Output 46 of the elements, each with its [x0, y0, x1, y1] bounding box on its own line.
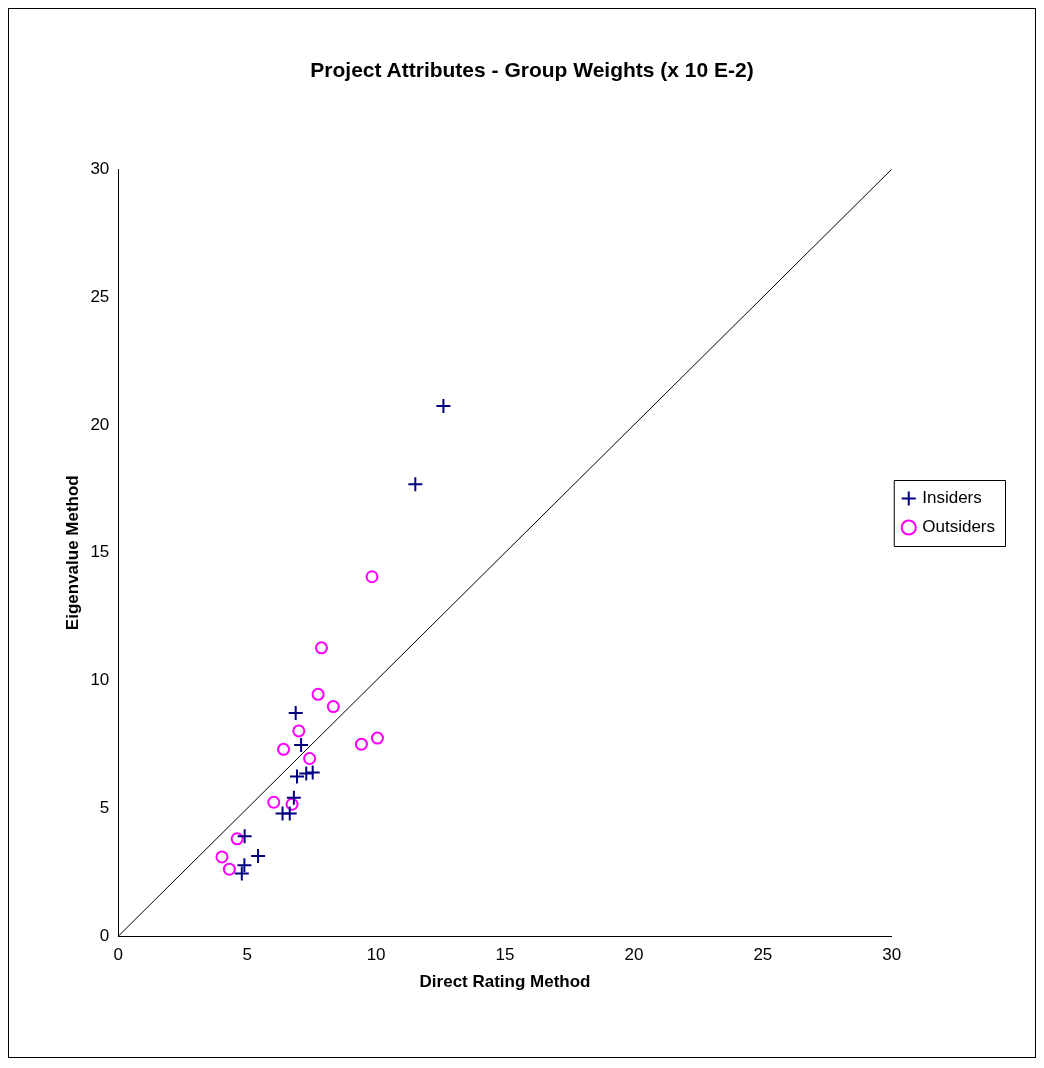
point [292, 724, 306, 738]
point [233, 865, 250, 882]
point [435, 397, 452, 414]
point [304, 764, 321, 781]
y-tick-label: 0 [99, 925, 110, 945]
point [407, 476, 424, 493]
y-tick-label: 25 [90, 286, 110, 306]
y-tick-label: 10 [90, 670, 110, 690]
point [236, 857, 253, 874]
point [230, 832, 244, 846]
chart-title: Project Attributes - Group Weights (x 10 E-2) [310, 58, 754, 82]
point [326, 700, 340, 714]
point [365, 570, 379, 584]
point [287, 705, 304, 721]
x-tick-label: 25 [753, 945, 773, 965]
y-tick-label: 5 [99, 798, 110, 818]
x-tick-label: 0 [113, 945, 124, 965]
point [311, 687, 325, 701]
point [354, 737, 368, 751]
point [303, 752, 317, 766]
point [370, 731, 384, 745]
x-tick-label: 30 [882, 945, 902, 965]
point [314, 641, 328, 655]
y-tick-label: 30 [90, 158, 110, 178]
x-tick-label: 5 [242, 945, 252, 965]
legend-label: Outsiders [922, 517, 995, 537]
legend-label: Insiders [922, 488, 982, 508]
point [222, 862, 236, 876]
point [267, 795, 281, 809]
y-tick-label: 20 [90, 414, 110, 434]
y-axis-title: Eigenvalue Method [62, 475, 82, 631]
point [298, 765, 315, 782]
point [285, 789, 302, 806]
point [215, 850, 229, 864]
point [293, 736, 310, 753]
x-axis-title: Direct Rating Method [419, 972, 591, 992]
x-tick-label: 15 [495, 945, 515, 965]
y-tick-label: 15 [90, 542, 110, 562]
point [250, 847, 267, 864]
x-tick-label: 20 [624, 945, 644, 965]
point [236, 828, 253, 845]
point [281, 805, 298, 822]
point [288, 768, 305, 785]
point [277, 742, 291, 756]
x-tick-label: 10 [366, 945, 386, 965]
point [285, 797, 299, 811]
